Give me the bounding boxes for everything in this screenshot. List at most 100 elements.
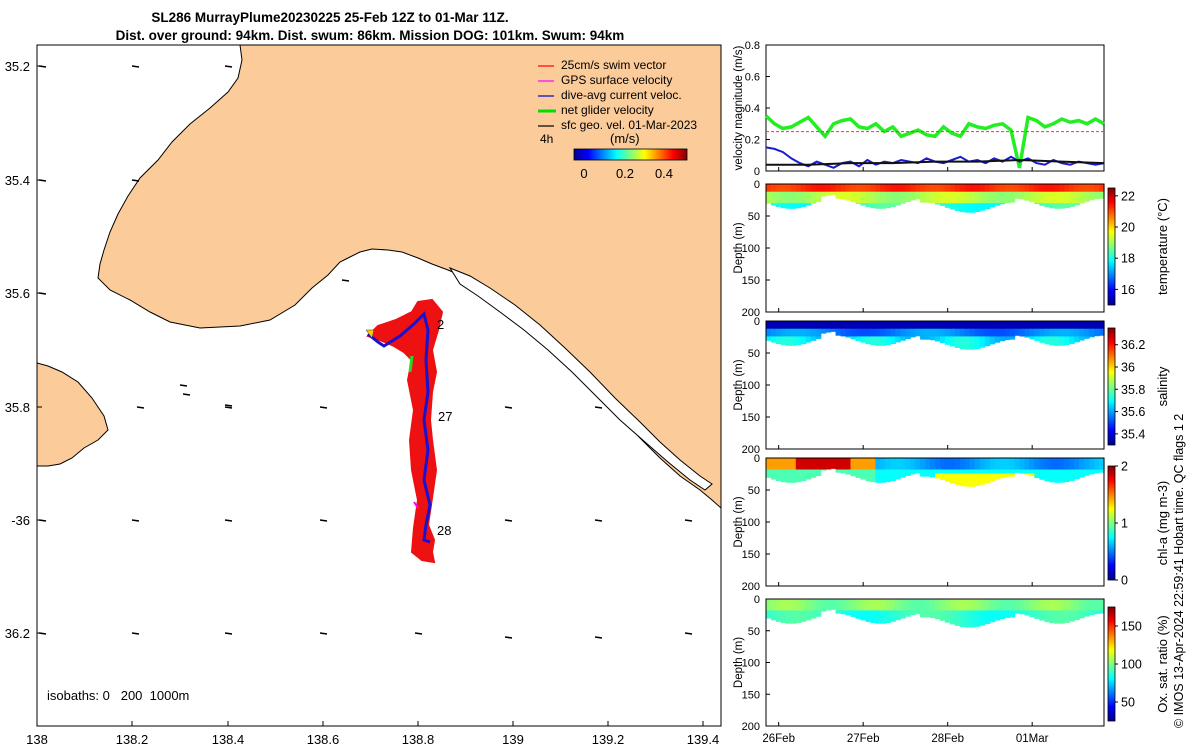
- section-cell: [1084, 473, 1090, 476]
- section-cell: [805, 324, 812, 330]
- section-cell: [800, 606, 807, 611]
- section-cell: [925, 458, 931, 463]
- section-cell: [1064, 336, 1070, 341]
- section-cell: [1079, 599, 1085, 604]
- section-cell: [999, 606, 1006, 611]
- section-cell: [870, 461, 876, 467]
- section-cell: [850, 469, 857, 474]
- section-cell: [1059, 195, 1065, 200]
- section-cell: [875, 465, 881, 471]
- section-cell: [845, 610, 852, 615]
- section-cell: [1054, 458, 1060, 463]
- section-cell: [920, 321, 926, 326]
- section-cell: [1029, 465, 1035, 471]
- section-cell: [805, 184, 812, 189]
- section-cell: [1049, 599, 1055, 604]
- section-cell: [920, 324, 926, 330]
- section-cell: [989, 332, 996, 337]
- section-cell: [780, 465, 787, 471]
- section-cell: [800, 610, 807, 615]
- section-cell: [780, 344, 787, 346]
- section-cell: [870, 621, 876, 624]
- section-cell: [825, 324, 832, 330]
- section-cell: [795, 469, 802, 474]
- section-cell: [1014, 321, 1021, 326]
- section-cell: [1084, 602, 1090, 608]
- section-cell: [974, 347, 981, 349]
- section-cell: [1004, 321, 1011, 326]
- section-cell: [954, 473, 961, 478]
- section-cell: [1099, 332, 1105, 336]
- section-cell: [790, 469, 797, 474]
- section-cell: [890, 477, 896, 481]
- section-cell: [860, 458, 866, 463]
- section-cell: [979, 481, 986, 485]
- section-cell: [795, 477, 802, 482]
- section-cell: [1029, 602, 1035, 608]
- section-cell: [785, 203, 792, 208]
- section-cell: [885, 606, 891, 611]
- section-cell: [885, 332, 891, 337]
- section-cell: [1069, 203, 1075, 207]
- section-cell: [795, 610, 802, 615]
- section-cell: [959, 610, 966, 615]
- section-cell: [1034, 340, 1040, 342]
- section-cell: [974, 203, 981, 208]
- section-cell: [930, 610, 936, 615]
- section-cell: [989, 195, 996, 200]
- section-cell: [915, 606, 921, 611]
- section-cell: [895, 618, 901, 621]
- section-cell: [835, 195, 842, 199]
- colorbar-tick-04: 0.4: [655, 166, 673, 181]
- section-cell: [1039, 618, 1045, 621]
- section-cell: [855, 461, 862, 467]
- section-cell: [984, 184, 991, 189]
- section-cell: [766, 195, 772, 200]
- section-cell: [795, 621, 802, 624]
- section-cell: [1099, 610, 1105, 614]
- section-cell: [1049, 207, 1055, 209]
- map-lat-tick-label: 35.4: [5, 173, 30, 188]
- section-cell: [1064, 187, 1070, 193]
- section-cell: [800, 328, 807, 334]
- section-cell: [800, 599, 807, 604]
- section-cell: [994, 332, 1001, 337]
- section-cell: [1044, 465, 1050, 471]
- section-cell: [775, 461, 782, 467]
- section-cell: [880, 207, 886, 209]
- section-cell: [1069, 469, 1075, 474]
- section-cell: [999, 465, 1006, 471]
- section-cell: [954, 340, 961, 345]
- section-cell: [815, 473, 822, 476]
- section-cell: [1059, 461, 1065, 467]
- section-cell: [805, 610, 812, 615]
- section-cell: [775, 602, 782, 608]
- section-cell: [885, 344, 891, 346]
- section-cell: [1034, 599, 1040, 604]
- isobaths-label: isobaths: 0 200 1000m: [47, 688, 189, 703]
- section-cell: [805, 477, 812, 480]
- section-cell: [825, 191, 832, 196]
- section-cell: [855, 477, 862, 478]
- section-cell: [1044, 328, 1050, 334]
- section-cell: [979, 191, 986, 197]
- section-cell: [790, 477, 797, 482]
- section-cell: [1009, 606, 1016, 611]
- section-cell: [944, 614, 951, 619]
- section-ytick-label: 200: [742, 721, 760, 733]
- section-cell: [895, 610, 901, 615]
- colorbar-label: chl-a (mg m-3): [1155, 481, 1170, 566]
- section-cell: [1059, 344, 1065, 346]
- section-cell: [840, 606, 847, 611]
- section-cell: [766, 199, 772, 204]
- section-cell: [810, 473, 817, 478]
- section-cell: [790, 191, 797, 197]
- section-cell: [1074, 610, 1080, 615]
- section-cell: [910, 610, 916, 615]
- section-cell: [910, 336, 916, 338]
- section-cell: [1044, 336, 1050, 341]
- section-cell: [820, 321, 827, 326]
- section-cell: [984, 207, 991, 210]
- section-cell: [785, 332, 792, 337]
- section-cell: [1049, 199, 1055, 204]
